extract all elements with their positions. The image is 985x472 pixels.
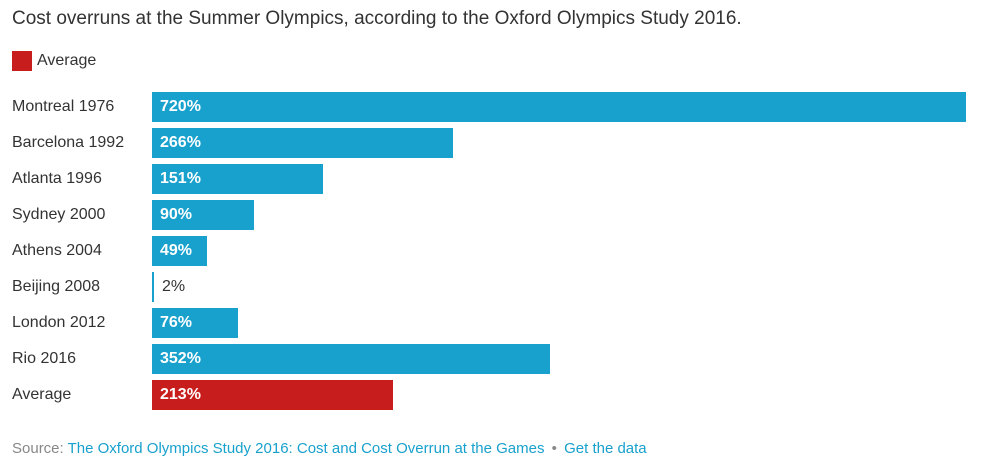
bar-value: 352% [160, 350, 201, 367]
bar [152, 164, 323, 194]
bar-value: 213% [160, 386, 201, 403]
bar-row: Beijing 2008 2% [0, 272, 985, 302]
bar [152, 128, 453, 158]
bar-value: 720% [160, 98, 201, 115]
bar-label: Atlanta 1996 [12, 170, 102, 187]
bar-label: Average [12, 386, 72, 403]
bar-value: 151% [160, 170, 201, 187]
bar [152, 200, 254, 230]
bar-label: Athens 2004 [12, 242, 102, 259]
bar-label: Montreal 1976 [12, 98, 115, 115]
bar-value: 266% [160, 134, 201, 151]
footer-separator: • [551, 440, 557, 457]
footer: Source: The Oxford Olympics Study 2016: … [12, 440, 647, 457]
bar [152, 92, 966, 122]
bar-label: Sydney 2000 [12, 206, 106, 223]
bar-label: Barcelona 1992 [12, 134, 125, 151]
chart-title: Cost overruns at the Summer Olympics, ac… [12, 8, 742, 29]
bar-row: London 2012 76% [0, 308, 985, 338]
bar-row: Barcelona 1992 266% [0, 128, 985, 158]
legend-swatch-average [12, 51, 32, 71]
bar [152, 236, 207, 266]
bar-row: Sydney 2000 90% [0, 200, 985, 230]
bar-row: Average 213% [0, 380, 985, 410]
bar-value: 2% [162, 278, 186, 295]
bar-row: Rio 2016 352% [0, 344, 985, 374]
legend: Average [12, 51, 96, 71]
bar-label: Beijing 2008 [12, 278, 101, 295]
legend-label: Average [37, 52, 97, 69]
bar-value: 90% [160, 206, 193, 223]
source-label: Source: [12, 440, 64, 457]
bar-value: 76% [160, 314, 193, 331]
bar-row: Montreal 1976 720% [0, 92, 985, 122]
bar [152, 308, 238, 338]
bar-row: Athens 2004 49% [0, 236, 985, 266]
bar-row: Atlanta 1996 151% [0, 164, 985, 194]
get-data-link[interactable]: Get the data [564, 440, 647, 457]
bar-value: 49% [160, 242, 193, 259]
source-link[interactable]: The Oxford Olympics Study 2016: Cost and… [67, 440, 545, 457]
bar-label: London 2012 [12, 314, 106, 331]
bar [152, 272, 154, 302]
bar [152, 380, 393, 410]
bar [152, 344, 550, 374]
bar-label: Rio 2016 [12, 350, 77, 367]
